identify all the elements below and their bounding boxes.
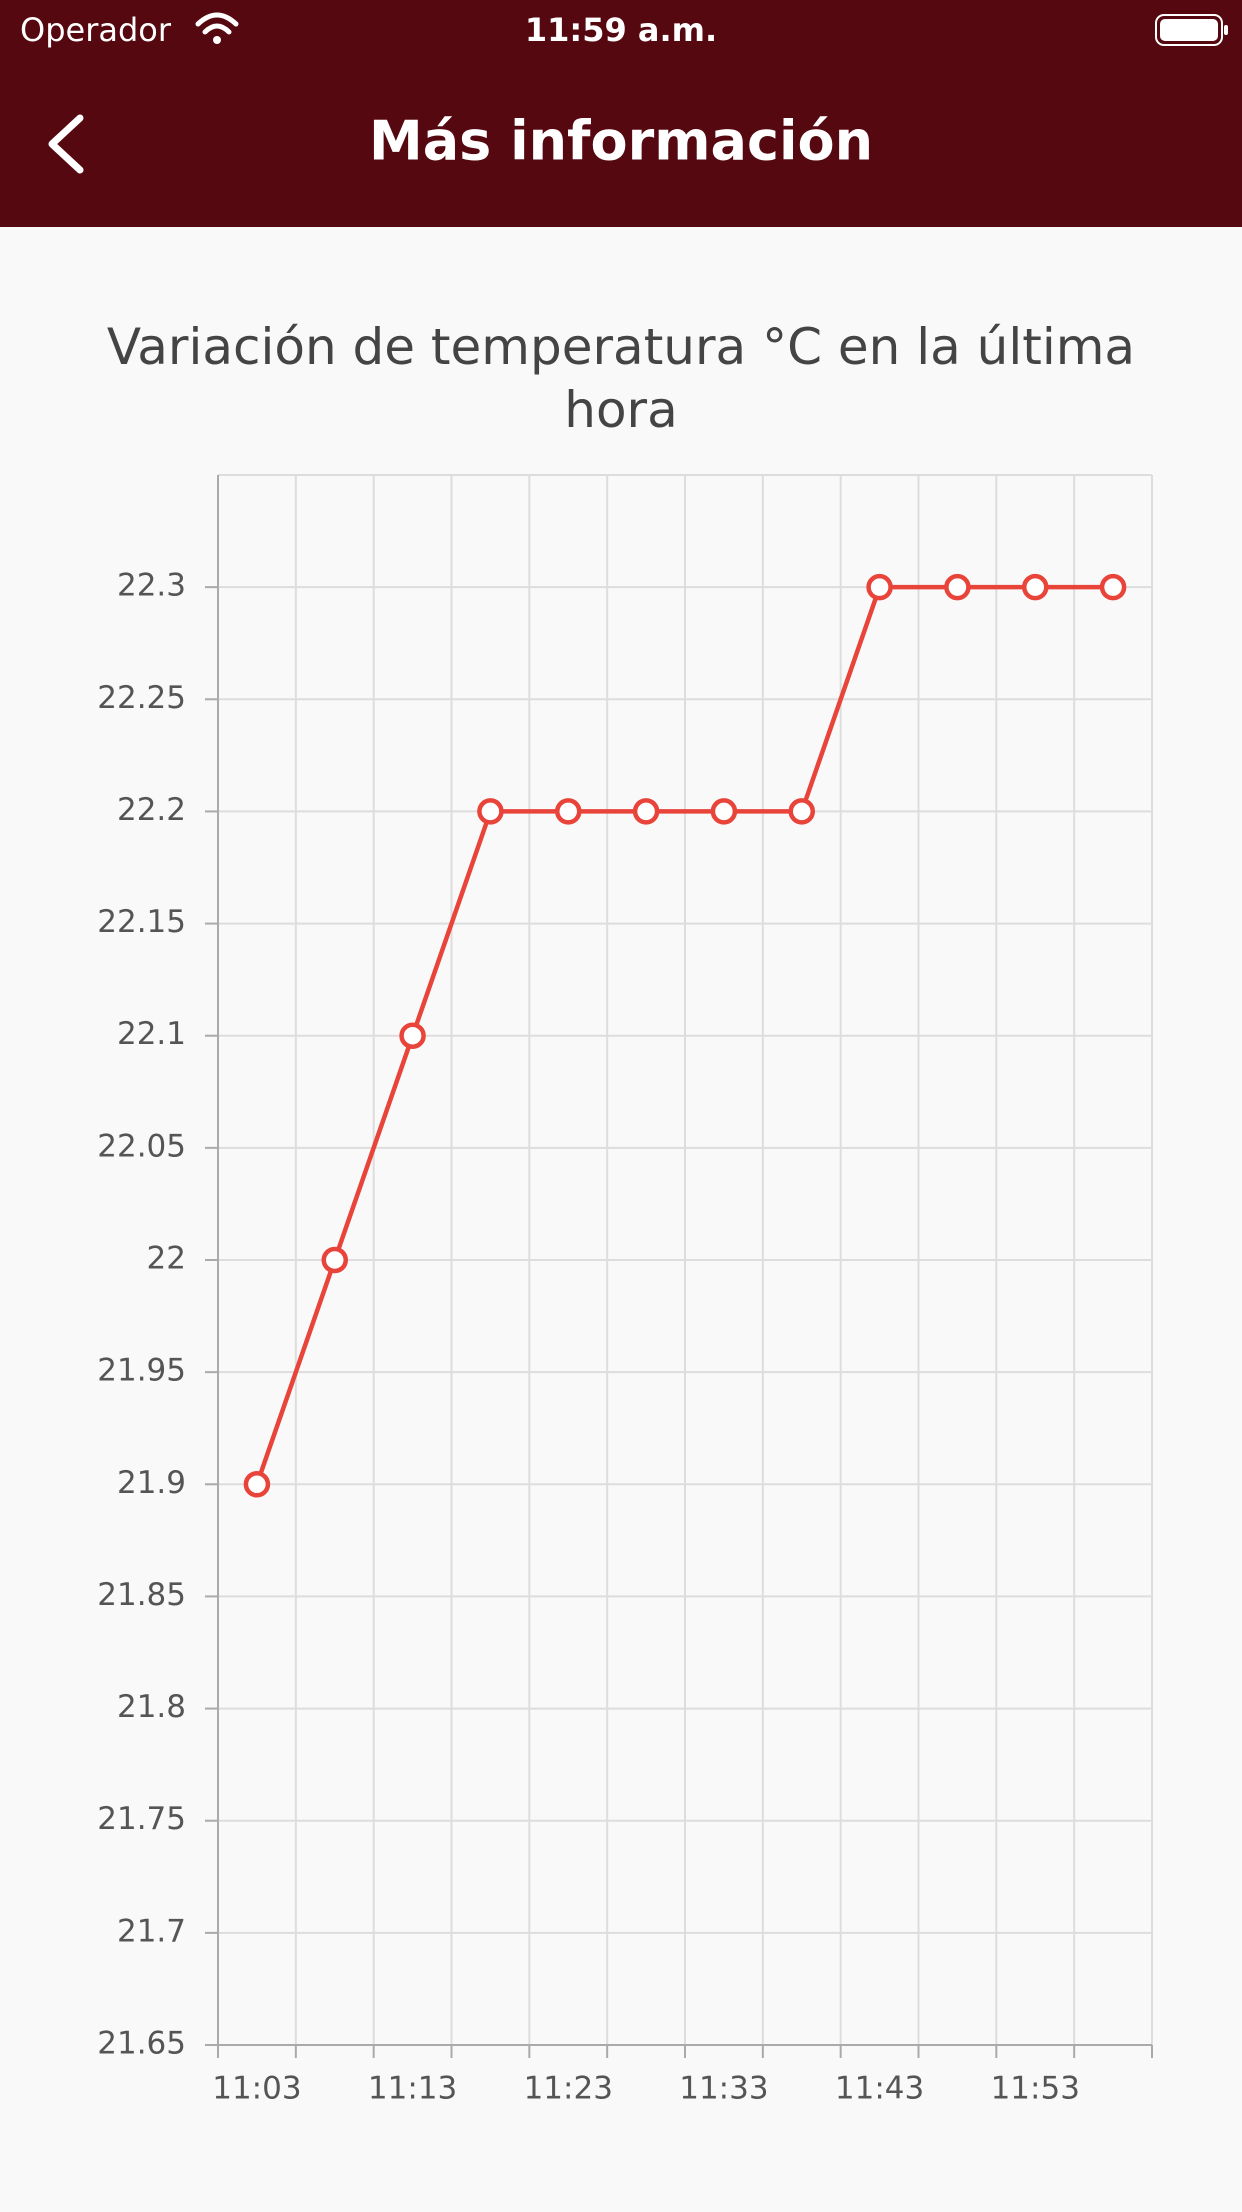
data-point <box>1099 573 1127 601</box>
x-tick-label: 11:33 <box>679 2071 768 2107</box>
y-tick-label: 21.75 <box>97 1801 186 1837</box>
y-tick-label: 21.7 <box>117 1913 186 1949</box>
y-tick-label: 21.9 <box>117 1465 186 1501</box>
chart-title: Variación de temperatura °C en la última… <box>107 318 1135 439</box>
x-tick-label: 11:53 <box>991 2071 1080 2107</box>
y-tick-label: 22.15 <box>97 904 186 940</box>
data-point <box>944 573 971 601</box>
x-tick-label: 11:23 <box>524 2071 613 2107</box>
y-tick-label: 22 <box>147 1241 186 1277</box>
data-point <box>555 798 582 825</box>
wifi-icon <box>195 12 239 44</box>
carrier: Operador <box>20 11 172 49</box>
y-tick-label: 21.65 <box>97 2026 186 2062</box>
clock: 11:59 a.m. <box>525 11 717 49</box>
y-tick-label: 21.95 <box>97 1353 186 1389</box>
data-point <box>866 573 893 601</box>
back-button[interactable] <box>48 114 84 174</box>
y-tick-label: 22.1 <box>117 1016 186 1052</box>
x-tick-label: 11:43 <box>835 2071 924 2107</box>
data-point <box>1022 573 1049 601</box>
y-tick-label: 22.25 <box>97 680 186 716</box>
y-tick-label: 22.2 <box>117 792 186 828</box>
app-bar <box>0 0 1242 227</box>
y-tick-label: 21.8 <box>117 1689 186 1725</box>
data-point <box>632 798 660 825</box>
data-point <box>710 798 738 825</box>
data-point <box>788 798 815 825</box>
data-point <box>399 1022 426 1049</box>
nav-title: Más información <box>369 110 873 173</box>
data-point <box>321 1246 348 1274</box>
x-tick-label: 11:03 <box>212 2071 301 2107</box>
y-tick-label: 22.05 <box>97 1128 186 1164</box>
battery-icon <box>1155 14 1228 46</box>
y-tick-label: 21.85 <box>97 1577 186 1613</box>
data-point <box>477 798 504 825</box>
y-tick-label: 22.3 <box>117 568 186 604</box>
x-tick-label: 11:13 <box>368 2071 457 2107</box>
data-point <box>243 1471 271 1498</box>
